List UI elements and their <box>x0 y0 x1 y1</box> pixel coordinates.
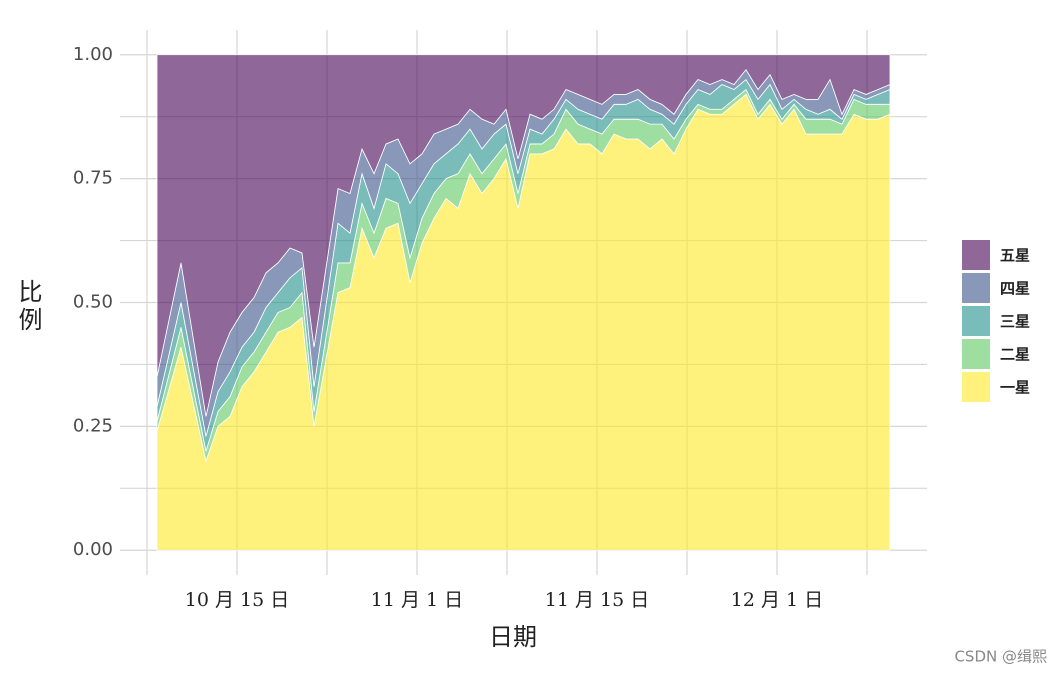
area <box>156 54 891 417</box>
legend-swatch <box>962 372 990 402</box>
y-tick-label: 0.50 <box>73 292 113 313</box>
legend-swatch <box>962 306 990 336</box>
legend-label: 二星 <box>1000 346 1030 364</box>
y-tick-label: 0.00 <box>73 539 113 560</box>
x-tick-label: 10 月 15 日 <box>185 589 289 611</box>
y-tick-label: 1.00 <box>73 44 113 65</box>
legend-label: 一星 <box>1000 379 1030 397</box>
legend-label: 四星 <box>1000 280 1030 298</box>
y-axis-title: 比例 <box>14 279 42 335</box>
legend-label: 五星 <box>1000 247 1030 265</box>
legend-swatch <box>962 240 990 270</box>
x-tick-label: 11 月 15 日 <box>545 589 649 611</box>
legend-label: 三星 <box>1000 313 1030 331</box>
legend-swatch <box>962 273 990 303</box>
y-tick-label: 0.25 <box>73 415 113 436</box>
x-tick-label: 12 月 1 日 <box>731 589 823 611</box>
x-axis-title: 日期 <box>489 623 537 651</box>
watermark: CSDN @缉熙 <box>954 648 1047 666</box>
legend-swatch <box>962 339 990 369</box>
y-tick-label: 0.75 <box>73 168 113 189</box>
x-tick-label: 11 月 1 日 <box>371 589 463 611</box>
